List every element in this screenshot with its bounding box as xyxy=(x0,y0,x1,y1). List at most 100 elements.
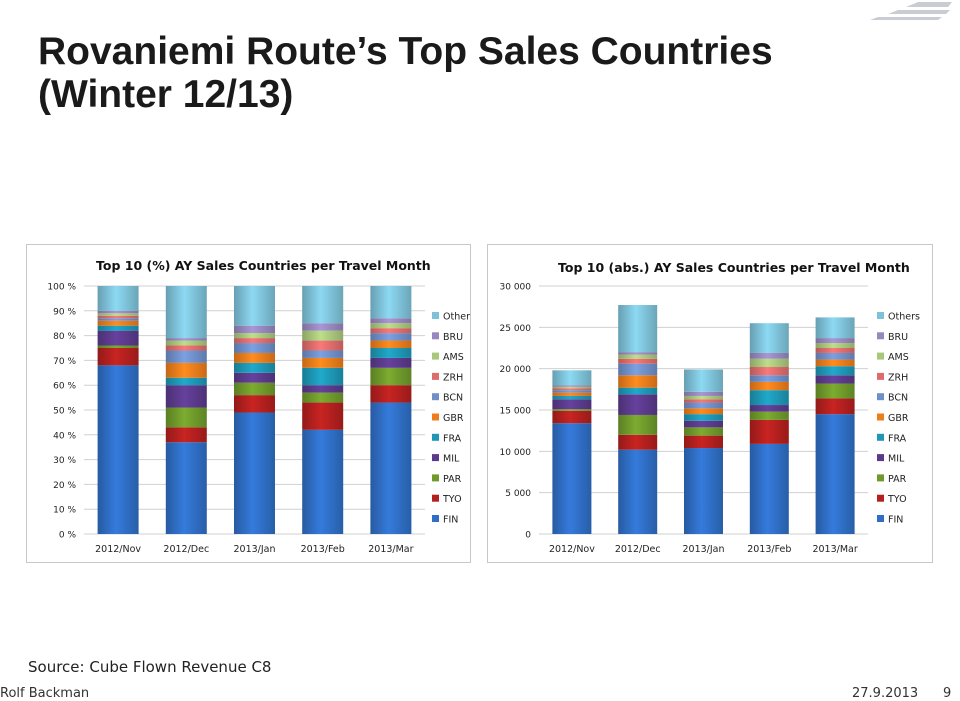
legend-swatch-fin xyxy=(432,515,439,522)
bar-segment-bru xyxy=(302,323,344,331)
legend-label-fra: FRA xyxy=(443,433,462,444)
bar-segment-par xyxy=(97,345,139,348)
bar-segment-bcn xyxy=(370,333,412,341)
legend-swatch-fra xyxy=(877,433,884,441)
bar-segment-zrh xyxy=(370,328,412,334)
bar-segment-mil xyxy=(234,372,275,383)
bar-segment-gbr xyxy=(302,357,344,368)
legend-label-fin: FIN xyxy=(888,515,903,526)
bar-segment-tyo xyxy=(302,402,344,430)
bar-segment-fra xyxy=(749,390,789,406)
bar-segment-others xyxy=(684,369,723,392)
y-tick-label: 30 % xyxy=(53,456,76,466)
legend-swatch-gbr xyxy=(432,413,439,421)
bar-segment-zrh xyxy=(815,348,855,353)
legend-swatch-bcn xyxy=(432,393,439,401)
airline-logo xyxy=(870,2,952,20)
x-tick-label: 2012/Dec xyxy=(615,544,661,555)
legend-swatch-bru xyxy=(877,332,884,340)
legend-swatch-bcn xyxy=(877,393,884,401)
legend-label-zrh: ZRH xyxy=(888,372,908,383)
legend-label-bru: BRU xyxy=(888,332,908,343)
bar-segment-tyo xyxy=(97,348,139,366)
x-tick-label: 2013/Feb xyxy=(747,544,791,555)
bar-segment-bru xyxy=(552,385,592,387)
bar-segment-zrh xyxy=(552,388,592,391)
y-tick-label: 15 000 xyxy=(500,407,532,417)
legend-label-mil: MIL xyxy=(443,454,460,465)
y-tick-label: 10 % xyxy=(53,506,76,516)
legend-label-others: Others xyxy=(888,312,920,323)
y-tick-label: 100 % xyxy=(47,283,76,293)
bar-segment-zrh xyxy=(684,399,723,403)
x-tick-label: 2012/Nov xyxy=(95,544,141,555)
legend-swatch-zrh xyxy=(432,372,439,380)
legend-label-fin: FIN xyxy=(443,515,458,526)
bar-segment-bru xyxy=(749,352,789,359)
bar-segment-others xyxy=(234,286,275,326)
bar-segment-tyo xyxy=(618,434,658,450)
page-number: 9 xyxy=(943,686,952,701)
bar-segment-ams xyxy=(370,323,412,329)
legend-swatch-mil xyxy=(877,454,884,462)
slide-title-line1: Rovaniemi Route’s Top Sales Countries xyxy=(38,30,773,73)
bar-segment-par xyxy=(165,407,207,428)
bar-segment-fra xyxy=(234,362,275,373)
bar-segment-ams xyxy=(165,340,207,346)
chart-percent-svg: Top 10 (%) AY Sales Countries per Travel… xyxy=(47,258,470,555)
bar-segment-others xyxy=(97,286,139,311)
bar-segment-bru xyxy=(234,325,275,334)
bar-segment-fin xyxy=(234,412,275,534)
bar-segment-tyo xyxy=(234,395,275,413)
y-tick-label: 20 % xyxy=(53,481,76,491)
bar-segment-zrh xyxy=(97,315,139,319)
bar-segment-mil xyxy=(370,357,412,368)
legend-swatch-ams xyxy=(877,352,884,360)
bar-segment-others xyxy=(618,305,658,353)
y-tick-label: 90 % xyxy=(53,307,76,317)
legend-label-mil: MIL xyxy=(888,454,905,465)
legend-label-ams: AMS xyxy=(888,352,909,363)
legend-swatch-tyo xyxy=(877,494,884,502)
x-tick-label: 2013/Feb xyxy=(301,544,345,555)
x-tick-label: 2012/Nov xyxy=(549,544,595,555)
bar-segment-zrh xyxy=(749,367,789,376)
bar-segment-fra xyxy=(815,366,855,376)
bar-segment-gbr xyxy=(618,375,658,388)
bar-segment-ams xyxy=(97,313,139,316)
bar-segment-bru xyxy=(815,338,855,344)
bar-segment-mil xyxy=(302,385,344,393)
bar-segment-par xyxy=(370,367,412,386)
x-tick-label: 2013/Jan xyxy=(233,544,275,555)
legend-swatch-zrh xyxy=(877,372,884,380)
bar-segment-zrh xyxy=(302,340,344,351)
legend-label-ams: AMS xyxy=(443,352,464,363)
legend-label-bcn: BCN xyxy=(888,393,908,404)
legend-swatch-fin xyxy=(877,515,884,522)
y-tick-label: 70 % xyxy=(53,357,76,367)
y-tick-label: 0 xyxy=(525,531,531,541)
bar-segment-tyo xyxy=(165,427,207,443)
bar-segment-others xyxy=(749,323,789,353)
bar-segment-mil xyxy=(684,420,723,428)
chart-title: Top 10 (abs.) AY Sales Countries per Tra… xyxy=(558,260,910,275)
bar-segment-ams xyxy=(302,330,344,341)
bar-segment-gbr xyxy=(234,352,275,363)
bar-segment-fin xyxy=(618,449,658,534)
bar-segment-ams xyxy=(749,358,789,368)
bar-segment-tyo xyxy=(552,410,592,424)
bar-segment-bcn xyxy=(97,318,139,321)
bar-segment-fin xyxy=(97,365,139,534)
bar-segment-ams xyxy=(815,343,855,348)
legend-swatch-tyo xyxy=(432,494,439,502)
bar-segment-others xyxy=(815,317,855,339)
legend-label-others: Others xyxy=(443,312,470,323)
bar-segment-bcn xyxy=(684,402,723,409)
bar-segment-fin xyxy=(815,414,855,534)
y-tick-label: 10 000 xyxy=(500,448,532,458)
bar-segment-mil xyxy=(97,330,139,346)
bar-segment-fra xyxy=(552,395,592,400)
bar-segment-zrh xyxy=(234,338,275,344)
bar-segment-par xyxy=(302,392,344,403)
bar-segment-gbr xyxy=(749,381,789,391)
